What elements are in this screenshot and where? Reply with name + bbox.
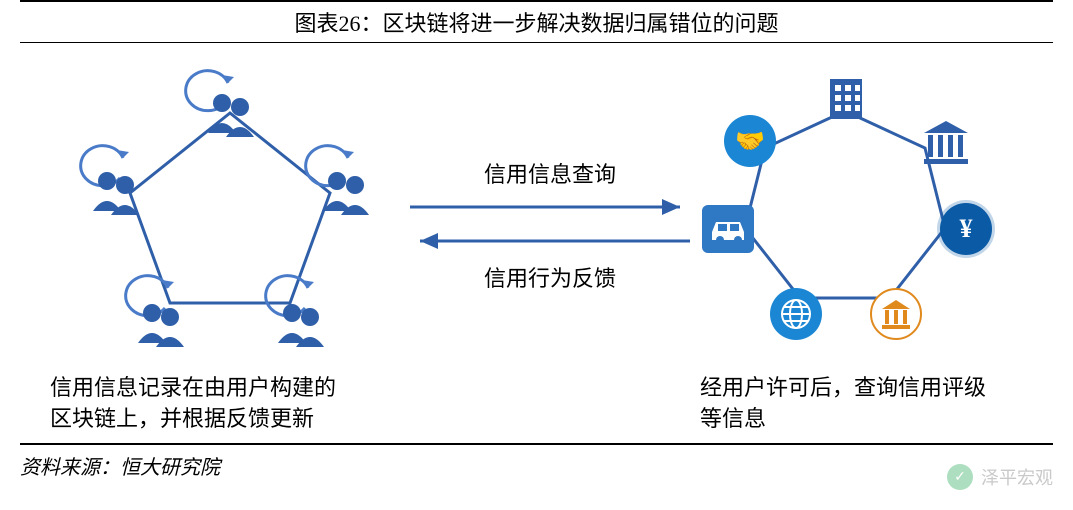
users-icon [85, 161, 145, 221]
bank-icon [920, 115, 972, 167]
watermark: ✓ 泽平宏观 [947, 464, 1053, 490]
arrow-bottom-label: 信用行为反馈 [400, 261, 700, 293]
users-icon [315, 161, 375, 221]
globe-icon [770, 288, 822, 340]
left-caption: 信用信息记录在由用户构建的 区块链上，并根据反馈更新 [50, 373, 430, 435]
right-caption-line2: 等信息 [700, 404, 1060, 435]
right-caption-line1: 经用户许可后，查询信用评级 [700, 373, 1060, 404]
institution-icon [870, 288, 922, 340]
users-icon [200, 83, 260, 143]
users-icon [130, 293, 190, 353]
arrow-top-label: 信用信息查询 [400, 157, 700, 189]
left-caption-line2: 区块链上，并根据反馈更新 [50, 404, 430, 435]
right-caption: 经用户许可后，查询信用评级 等信息 [700, 373, 1060, 435]
watermark-text: 泽平宏观 [981, 464, 1053, 490]
handshake-icon: 🤝 [724, 115, 776, 167]
diagram-canvas: 信用信息查询 信用行为反馈 ¥ [0, 43, 1073, 443]
users-icon [270, 293, 330, 353]
yen-circle-icon: ¥ [940, 203, 992, 255]
car-icon [702, 203, 754, 255]
building-icon [820, 71, 872, 123]
exchange-arrows: 信用信息查询 信用行为反馈 [400, 163, 700, 303]
wechat-icon: ✓ [947, 464, 973, 490]
source-text: 资料来源：恒大研究院 [0, 445, 1073, 486]
left-caption-line1: 信用信息记录在由用户构建的 [50, 373, 430, 404]
chart-title: 图表26：区块链将进一步解决数据归属错位的问题 [20, 0, 1053, 43]
